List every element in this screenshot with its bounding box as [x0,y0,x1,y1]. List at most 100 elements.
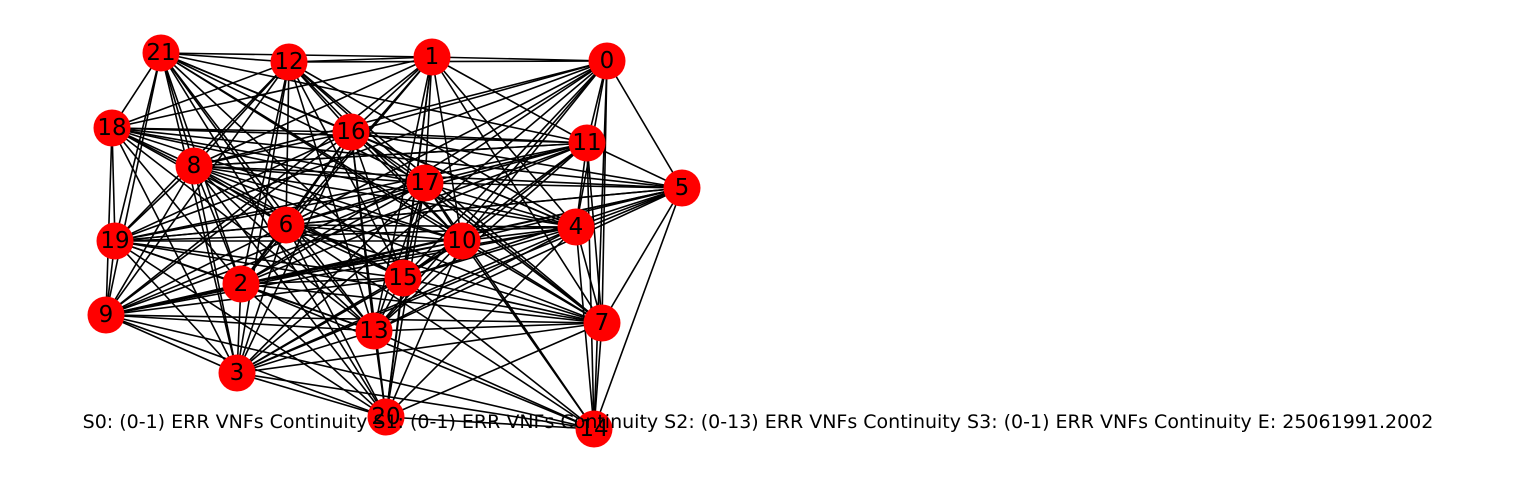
edge-21-7 [160,52,603,324]
node-label: 11 [572,130,601,156]
node-label: 17 [410,170,439,196]
edge-21-8 [160,52,195,167]
edge-17-5 [424,182,683,189]
edge-12-9 [105,61,290,316]
node-label: 5 [675,175,690,201]
edge-18-15 [111,127,404,279]
node-circle [87,296,125,334]
edge-8-2 [193,165,242,285]
edge-1-11 [431,56,588,144]
node-label: 21 [146,40,175,66]
edge-15-14 [402,277,595,430]
node-circle [270,43,308,81]
node-circle [588,42,626,80]
node-label: 16 [336,119,365,145]
node-circle [332,113,370,151]
node-circle [443,222,481,260]
edge-16-8 [193,131,352,167]
edge-layer [105,52,683,430]
node-circle [218,354,256,392]
edge-10-14 [461,240,595,430]
node-7: 7 [583,304,621,342]
edge-5-7 [601,187,683,324]
node-8: 8 [175,147,213,185]
edge-10-9 [105,240,463,316]
edge-3-14 [236,372,595,430]
edge-13-3 [236,330,375,374]
node-circle [384,259,422,297]
edge-2-9 [105,283,242,316]
edge-19-7 [114,240,603,324]
node-6: 6 [267,206,305,244]
node-label: 12 [274,49,303,75]
node-circle [367,398,405,436]
edge-12-7 [288,61,603,324]
edge-15-20 [385,277,404,418]
edge-1-7 [431,56,603,324]
edge-4-13 [373,226,577,332]
node-circle [175,147,213,185]
edge-8-11 [193,142,588,167]
edge-17-7 [424,182,603,324]
edge-17-19 [114,182,426,242]
edge-8-13 [193,165,375,332]
edge-8-7 [193,165,603,324]
edge-13-7 [373,322,603,332]
node-3: 3 [218,354,256,392]
node-10: 10 [443,222,481,260]
node-13: 13 [355,312,393,350]
node-label: 4 [569,214,584,240]
node-label: 19 [100,228,129,254]
edge-6-20 [285,224,387,418]
node-circle [355,312,393,350]
edge-5-14 [593,187,683,430]
edge-6-3 [236,224,287,374]
edge-11-7 [586,142,603,324]
edge-21-19 [114,52,162,242]
edge-0-3 [236,60,608,374]
edge-1-13 [373,56,433,332]
node-5: 5 [663,169,701,207]
edge-0-17 [424,60,608,184]
node-circle [575,410,613,448]
edge-21-11 [160,52,588,144]
edge-6-19 [114,224,287,242]
node-circle [142,34,180,72]
edge-4-6 [285,224,577,228]
node-20: 20 [367,398,405,436]
edge-12-18 [111,61,290,129]
node-label: 1 [425,44,440,70]
edge-19-15 [114,240,404,279]
edge-4-19 [114,226,577,242]
edge-9-3 [105,314,238,374]
node-circle [583,304,621,342]
node-label: 13 [359,318,388,344]
edge-12-3 [236,61,290,374]
edge-3-20 [236,372,387,418]
node-circle [222,265,260,303]
edge-6-9 [105,224,287,316]
edge-6-10 [285,224,463,242]
edge-4-9 [105,226,577,316]
node-circle [267,206,305,244]
node-14: 14 [575,410,613,448]
edge-2-15 [240,277,404,285]
node-12: 12 [270,43,308,81]
status-caption: S0: (0-1) ERR VNFs Continuity S1: (0-1) … [83,411,1434,433]
edge-9-7 [105,314,603,324]
edge-11-15 [402,142,588,279]
edge-10-7 [461,240,603,324]
edge-11-10 [461,142,588,242]
node-label: 2 [234,271,249,297]
edge-0-10 [461,60,608,242]
edge-21-9 [105,52,162,316]
edge-13-14 [373,330,595,430]
edge-18-19 [111,127,116,242]
edge-20-14 [385,416,595,430]
edge-18-5 [111,127,683,189]
node-2: 2 [222,265,260,303]
edge-2-20 [240,283,387,418]
node-label: 6 [279,212,294,238]
edge-11-14 [586,142,595,430]
